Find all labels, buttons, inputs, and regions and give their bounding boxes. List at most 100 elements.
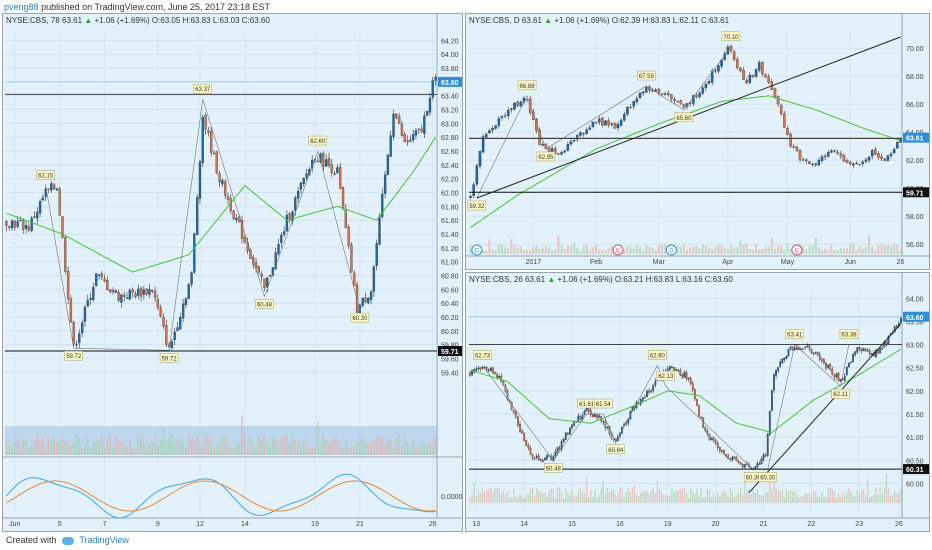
candle	[201, 116, 204, 163]
candle	[504, 385, 507, 392]
volume-bar	[866, 479, 869, 503]
volume-bar	[500, 244, 504, 254]
last-price-label: 63.60	[906, 315, 924, 322]
candle	[670, 94, 673, 100]
volume-bar	[184, 447, 187, 455]
candle	[604, 421, 607, 428]
candle	[389, 135, 392, 157]
pivot-label: 62.73	[475, 353, 491, 359]
pivot-label: 61.61	[579, 402, 595, 408]
pivot-label-box	[255, 299, 274, 309]
volume-bar	[95, 441, 98, 455]
chart-78-legend: NYSE:CBS, 78 63.61 ▲ +1.06 (+1.69%) O:63…	[6, 16, 270, 25]
volume-bar	[610, 490, 613, 503]
candle	[353, 272, 356, 287]
volume-bar	[532, 247, 535, 254]
dividend-marker-icon	[665, 244, 677, 256]
candle	[613, 122, 617, 129]
candle	[27, 226, 31, 231]
candle	[308, 169, 311, 176]
candle	[886, 155, 890, 161]
legend-close: C:63.60	[241, 16, 270, 25]
last-price-tag	[438, 76, 462, 87]
volume-bar	[488, 239, 491, 254]
volume-bar	[632, 248, 635, 254]
volume-bar	[573, 242, 576, 254]
candle	[392, 113, 395, 137]
volume-bar	[664, 494, 667, 503]
volume-bar	[533, 496, 536, 503]
volume-bar	[25, 440, 28, 455]
volume-bar	[126, 446, 129, 455]
volume-bar	[576, 248, 579, 254]
x-tick-label: 21	[760, 521, 768, 528]
volume-bar	[503, 246, 507, 254]
volume-bar	[748, 249, 751, 254]
y-tick-label: 62.40	[441, 163, 459, 170]
x-tick-label: 12	[196, 521, 204, 528]
volume-bar	[227, 445, 229, 455]
candle	[350, 244, 353, 273]
pivot-label-box	[656, 370, 675, 381]
pivot-label-box	[473, 350, 492, 360]
tradingview-link[interactable]: TradingView	[79, 535, 129, 545]
chart-pane-26[interactable]: 64.00 63.50 63.00 62.50 62.00 61.50 61.00 60.50…	[465, 272, 930, 532]
candle	[770, 390, 773, 411]
x-tick-label: Jun	[9, 521, 20, 528]
volume-bar	[299, 443, 302, 455]
volume-bar	[617, 492, 619, 503]
volume-bar	[569, 246, 573, 254]
volume-bar	[706, 488, 709, 503]
candle	[591, 121, 595, 127]
volume-bar	[232, 448, 235, 455]
candle	[156, 299, 160, 308]
candle	[835, 373, 838, 377]
volume-bar	[819, 496, 821, 503]
volume-bar	[400, 445, 403, 455]
candle	[880, 156, 883, 159]
volume-bar	[513, 488, 515, 503]
legend-symbol[interactable]: NYSE:CBS, 26	[469, 275, 523, 284]
author-name[interactable]: pveng88	[4, 2, 39, 12]
candle	[525, 98, 529, 101]
volume-bar	[154, 434, 157, 455]
event-marker-letter: E	[616, 249, 620, 255]
volume-bar	[201, 445, 204, 455]
candle	[285, 214, 289, 232]
pivot-label-box	[536, 151, 556, 162]
volume-bar	[587, 497, 590, 503]
volume-bar	[502, 490, 505, 503]
candle	[639, 399, 642, 405]
candle	[839, 153, 843, 157]
volume-bar	[117, 441, 120, 455]
volume-bar	[573, 496, 575, 503]
last-price-label: 63.61	[906, 136, 924, 143]
chart-pane-78[interactable]: 64.20 64.00 63.80 63.60 63.40 63.20 63.00 62.80…	[2, 13, 463, 532]
volume-bar	[812, 490, 815, 503]
volume-bar	[594, 489, 596, 503]
volume-bar	[689, 247, 692, 254]
volume-bar	[808, 245, 811, 254]
volume-bar	[737, 492, 740, 503]
candle	[579, 416, 582, 420]
chart-pane-daily[interactable]: 70.0068.0066.0064.0062.0060.0058.0056.00…	[465, 13, 930, 270]
volume-bar	[644, 489, 646, 503]
volume-bar	[213, 447, 215, 455]
volume-bar	[224, 435, 227, 455]
volume-bar	[656, 481, 659, 503]
candle	[347, 226, 350, 247]
volume-bar	[159, 441, 162, 455]
candle	[103, 278, 106, 282]
volume-bar	[594, 245, 598, 254]
candle	[596, 415, 598, 418]
legend-symbol[interactable]: NYSE:CBS, 78	[6, 16, 60, 25]
volume-bar	[581, 491, 584, 503]
volume-bar	[193, 440, 196, 455]
y-tick-label: 63.20	[441, 108, 459, 115]
legend-symbol[interactable]: NYSE:CBS, D	[469, 16, 520, 25]
volume-area	[5, 426, 437, 455]
volume-bar	[128, 439, 131, 455]
level-price-tag	[903, 464, 929, 475]
candle	[142, 289, 146, 295]
pivot-label-box	[606, 444, 626, 455]
